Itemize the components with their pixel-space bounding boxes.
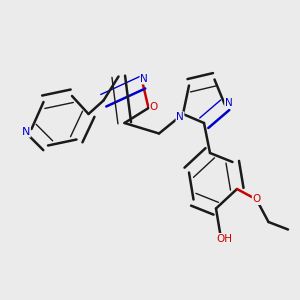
Text: N: N (225, 98, 232, 109)
Text: O: O (150, 101, 158, 112)
Text: N: N (22, 127, 30, 137)
Text: N: N (176, 112, 184, 122)
Text: O: O (252, 194, 261, 205)
Text: N: N (140, 74, 148, 84)
Text: OH: OH (216, 233, 232, 244)
